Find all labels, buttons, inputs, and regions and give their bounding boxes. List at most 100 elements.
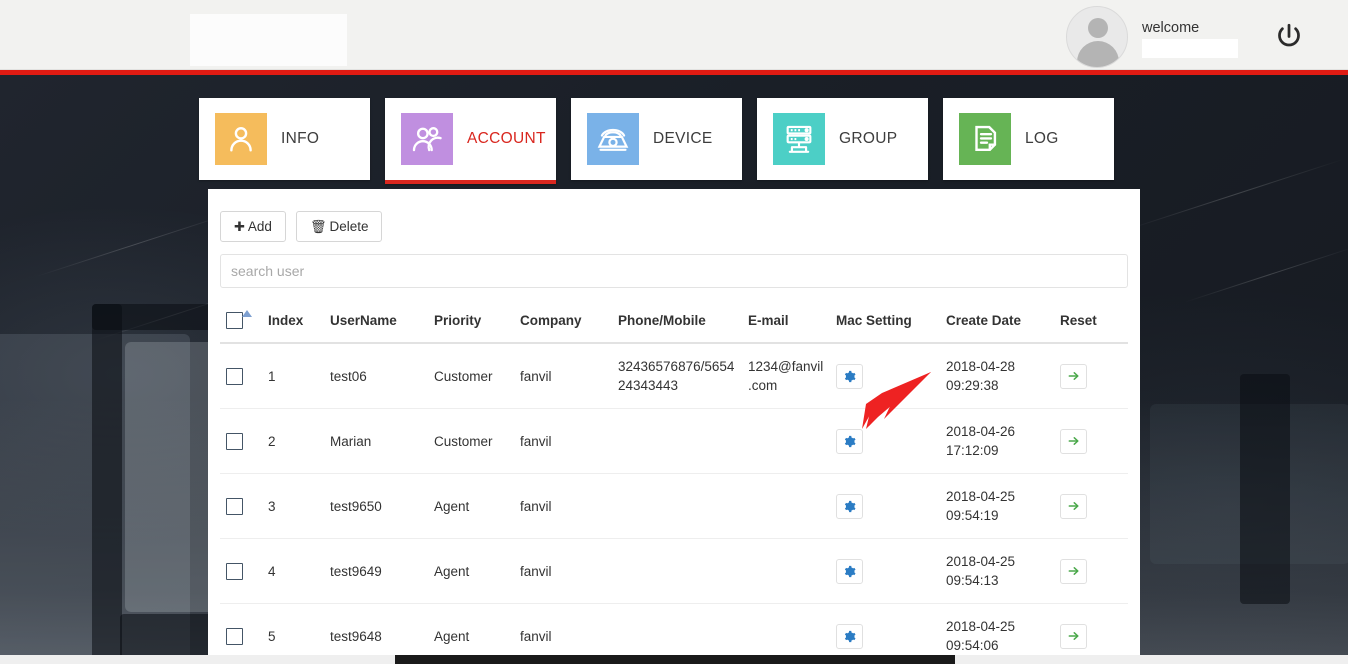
arrow-right-icon[interactable] (1060, 493, 1087, 519)
cell-email: 1234@fanvil.com (742, 343, 830, 409)
cell-username: test9648 (324, 603, 428, 664)
cell-username: Marian (324, 408, 428, 474)
gear-icon[interactable] (836, 428, 863, 454)
row-checkbox-cell (220, 538, 262, 604)
cell-phone (612, 408, 742, 474)
nav-tab-device[interactable]: DEVICE (571, 98, 742, 180)
row-checkbox-cell (220, 343, 262, 409)
server-rack-icon (773, 113, 825, 165)
col-company[interactable]: Company (514, 304, 612, 344)
trash-icon: 🗑 (309, 219, 327, 234)
col-username[interactable]: UserName (324, 304, 428, 344)
cell-priority: Customer (428, 408, 514, 474)
col-email[interactable]: E-mail (742, 304, 830, 344)
select-all-header (220, 304, 262, 344)
row-checkbox[interactable] (226, 433, 243, 451)
col-priority[interactable]: Priority (428, 304, 514, 344)
select-all-checkbox[interactable] (226, 312, 243, 329)
cell-email (742, 538, 830, 604)
col-reset[interactable]: Reset (1054, 304, 1128, 344)
sort-caret-icon[interactable] (242, 310, 252, 317)
row-checkbox-cell (220, 603, 262, 664)
arrow-right-icon[interactable] (1060, 428, 1087, 454)
cell-company: fanvil (514, 538, 612, 604)
col-mac-setting[interactable]: Mac Setting (830, 304, 940, 344)
nav-tab-log-label: LOG (1025, 130, 1059, 147)
plus-icon: ✚ (234, 219, 245, 234)
cell-phone (612, 603, 742, 664)
cell-username: test06 (324, 343, 428, 409)
row-checkbox[interactable] (226, 563, 243, 581)
scrollbar-thumb[interactable] (395, 655, 955, 664)
username-value (1142, 39, 1238, 58)
row-checkbox[interactable] (226, 498, 243, 516)
logo[interactable] (190, 14, 347, 66)
gear-icon[interactable] (836, 363, 863, 389)
cell-create-date: 2018-04-25 09:54:06 (940, 603, 1054, 664)
nav-tab-account-label: ACCOUNT (467, 130, 546, 147)
cell-reset (1054, 408, 1128, 474)
arrow-right-icon[interactable] (1060, 558, 1087, 584)
row-checkbox[interactable] (226, 368, 243, 386)
cell-index: 2 (262, 408, 324, 474)
cell-mac-setting (830, 408, 940, 474)
cell-phone (612, 538, 742, 604)
cell-index: 1 (262, 343, 324, 409)
nav-tab-account[interactable]: ACCOUNT (385, 98, 556, 184)
add-button-label: Add (247, 219, 272, 234)
row-checkbox-cell (220, 473, 262, 539)
horizontal-scrollbar[interactable] (0, 655, 1348, 664)
welcome-block: welcome (1142, 16, 1238, 58)
cell-phone (612, 473, 742, 539)
main-nav: INFO ACCOUNT (199, 98, 1114, 184)
table-row[interactable]: 3 test9650 Agent fanvil (220, 473, 1128, 539)
nav-tab-device-label: DEVICE (653, 130, 713, 147)
cell-index: 5 (262, 603, 324, 664)
table-row[interactable]: 5 test9648 Agent fanvil (220, 603, 1128, 664)
cell-username: test9649 (324, 538, 428, 604)
cell-priority: Agent (428, 538, 514, 604)
user-area: welcome (1066, 6, 1306, 68)
nav-tab-info[interactable]: INFO (199, 98, 370, 180)
cell-mac-setting (830, 603, 940, 664)
cell-username: test9650 (324, 473, 428, 539)
two-users-icon (401, 113, 453, 165)
delete-button[interactable]: 🗑 Delete (295, 211, 383, 242)
add-button[interactable]: ✚ Add (220, 211, 286, 242)
table-header-row: Index UserName Priority Company Phone/Mo… (220, 304, 1128, 344)
gear-icon[interactable] (836, 623, 863, 649)
cell-company: fanvil (514, 408, 612, 474)
cell-priority: Agent (428, 603, 514, 664)
cell-phone: 32436576876/565424343443 (612, 343, 742, 409)
welcome-label: welcome (1142, 20, 1200, 36)
single-user-icon (215, 113, 267, 165)
table-row[interactable]: 2 Marian Customer fanvil (220, 408, 1128, 474)
col-index[interactable]: Index (262, 304, 324, 344)
cell-create-date: 2018-04-25 09:54:19 (940, 473, 1054, 539)
nav-tab-info-label: INFO (281, 130, 320, 147)
search-input[interactable] (220, 254, 1128, 288)
nav-tab-log[interactable]: LOG (943, 98, 1114, 180)
nav-tab-group-label: GROUP (839, 130, 898, 147)
cell-company: fanvil (514, 473, 612, 539)
col-create-date[interactable]: Create Date (940, 304, 1054, 344)
nav-tab-group[interactable]: GROUP (757, 98, 928, 180)
arrow-right-icon[interactable] (1060, 623, 1087, 649)
row-checkbox[interactable] (226, 628, 243, 646)
arrow-right-icon[interactable] (1060, 363, 1087, 389)
table-row[interactable]: 4 test9649 Agent fanvil (220, 538, 1128, 604)
col-phone-mobile[interactable]: Phone/Mobile (612, 304, 742, 344)
cell-index: 4 (262, 538, 324, 604)
accent-bar (0, 70, 1348, 75)
gear-icon[interactable] (836, 493, 863, 519)
power-icon[interactable] (1272, 20, 1306, 54)
avatar[interactable] (1066, 6, 1128, 68)
table-row[interactable]: 1 test06 Customer fanvil 32436576876/565… (220, 343, 1128, 409)
cell-mac-setting (830, 343, 940, 409)
user-table: Index UserName Priority Company Phone/Mo… (220, 304, 1128, 664)
cell-create-date: 2018-04-28 09:29:38 (940, 343, 1054, 409)
gear-icon[interactable] (836, 558, 863, 584)
cell-create-date: 2018-04-25 09:54:13 (940, 538, 1054, 604)
cell-reset (1054, 473, 1128, 539)
cell-reset (1054, 603, 1128, 664)
